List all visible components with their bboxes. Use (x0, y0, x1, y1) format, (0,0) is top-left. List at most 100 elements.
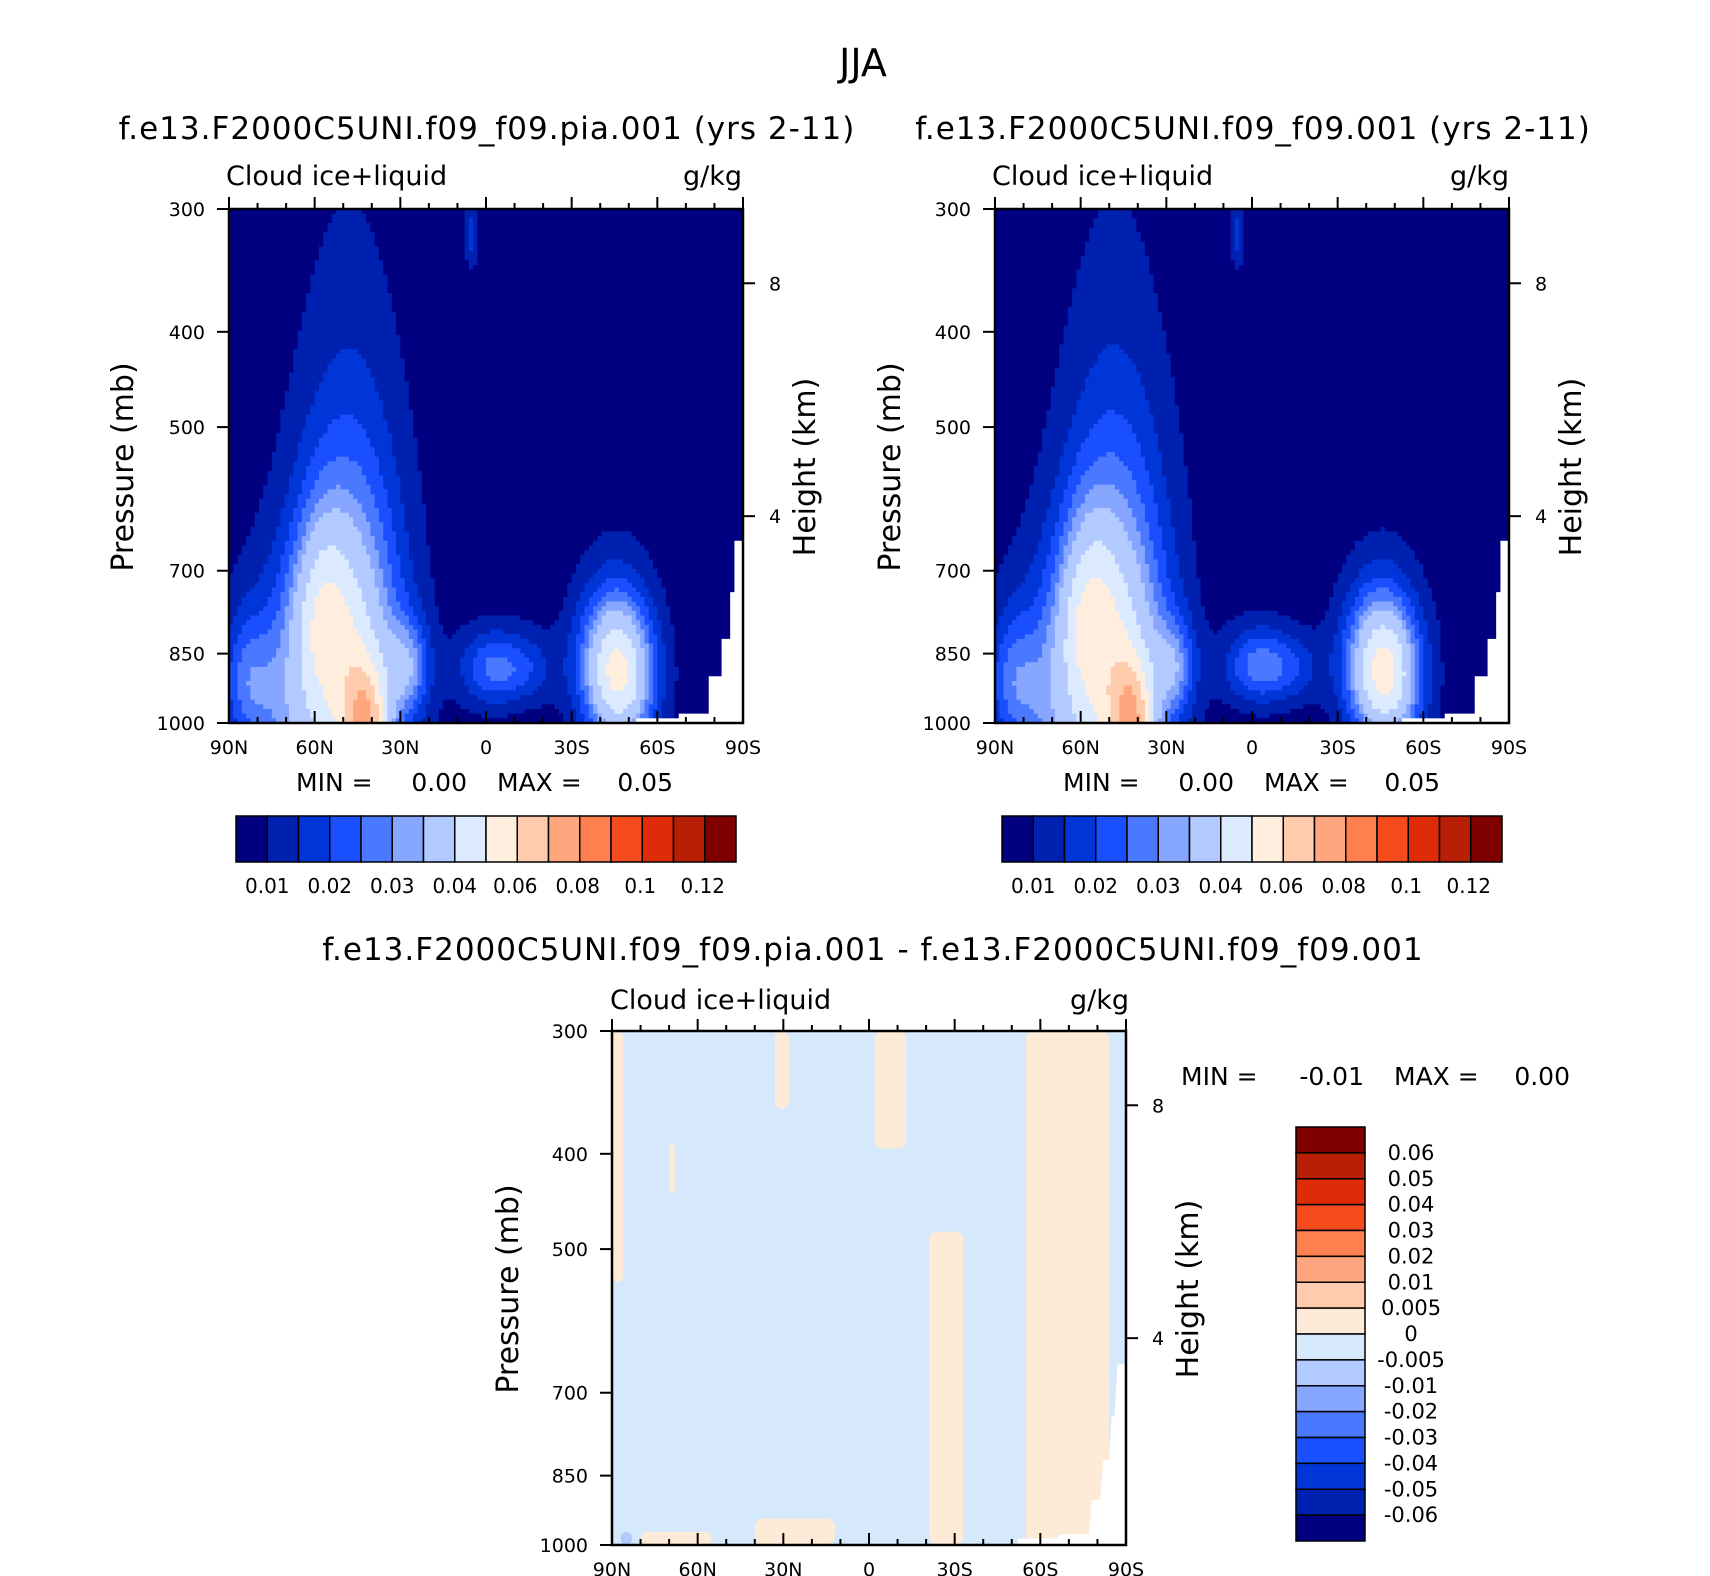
heatmap-cell (1166, 335, 1510, 341)
heatmap-cell (580, 704, 590, 710)
heatmap-cell (721, 666, 744, 673)
heatmap-cell (1157, 512, 1172, 518)
heatmap-cell (229, 526, 252, 533)
heatmap-cell (229, 279, 311, 285)
heatmap-cell (1050, 573, 1060, 579)
heatmap-cell (1363, 704, 1373, 710)
heatmap-cell (1230, 227, 1236, 233)
heatmap-cell (1179, 666, 1185, 673)
heatmap-cell (301, 559, 316, 565)
heatmap-cell (1063, 451, 1077, 458)
heatmap-cell (391, 718, 397, 724)
heatmap-cell (1170, 498, 1193, 504)
heatmap-cell (284, 694, 307, 701)
heatmap-cell (387, 559, 401, 565)
heatmap-cell (1157, 517, 1172, 523)
heatmap-cell (1050, 578, 1060, 584)
heatmap-cell (391, 512, 406, 518)
heatmap-cell (541, 624, 551, 631)
heatmap-cell (378, 643, 406, 649)
heatmap-cell (1059, 508, 1069, 514)
heatmap-cell (588, 620, 594, 626)
heatmap-cell (1187, 606, 1206, 612)
heatmap-cell (229, 606, 239, 612)
heatmap-cell (1179, 573, 1197, 579)
heatmap-cell (1311, 676, 1334, 682)
heatmap-cell (314, 610, 350, 617)
heatmap-cell (1050, 405, 1077, 411)
heatmap-cell (374, 634, 397, 640)
heatmap-cell (280, 596, 290, 603)
colorbar-label: -0.02 (1384, 1400, 1438, 1424)
heatmap-cell (229, 218, 333, 224)
heatmap-cell (661, 578, 736, 584)
heatmap-cell (306, 592, 320, 598)
heatmap-cell (1144, 718, 1150, 724)
heatmap-cell (464, 237, 470, 243)
heatmap-cell (1153, 494, 1167, 500)
heatmap-cell (1256, 699, 1270, 705)
heatmap-cell (1474, 680, 1510, 687)
heatmap-cell (1050, 676, 1069, 682)
heatmap-cell (229, 330, 299, 336)
heatmap-cell (1414, 666, 1420, 673)
heatmap-cell (301, 321, 397, 327)
heatmap-cell (1149, 568, 1159, 575)
heatmap-cell (640, 620, 646, 626)
heatmap-cell (370, 559, 380, 565)
heatmap-cell (271, 456, 299, 462)
heatmap-cell (995, 251, 1086, 257)
heatmap-cell (1397, 582, 1412, 589)
heatmap-cell (314, 526, 359, 533)
heatmap-cell (1359, 615, 1369, 621)
heatmap-cell (644, 671, 650, 677)
heatmap-cell (588, 615, 598, 621)
heatmap-cell (288, 708, 311, 715)
heatmap-cell (1132, 209, 1232, 215)
heatmap-cell (293, 592, 307, 598)
heatmap-cell (580, 680, 586, 687)
heatmap-cell (1157, 606, 1167, 612)
heatmap-cell (1153, 498, 1172, 504)
heatmap-cell (288, 489, 303, 495)
heatmap-cell (1406, 671, 1412, 677)
heatmap-cell (229, 461, 273, 467)
heatmap-cell (1046, 592, 1056, 598)
heatmap-cell (584, 699, 590, 705)
heatmap-cell (378, 391, 410, 397)
heatmap-cell (1380, 690, 1390, 696)
heatmap-cell (1123, 461, 1146, 467)
heatmap-cell (1290, 708, 1326, 715)
heatmap-cell (1414, 648, 1420, 654)
heatmap-cell (1059, 573, 1065, 579)
heatmap-cell (995, 363, 1060, 369)
heatmap-cell (229, 596, 243, 603)
heatmap-cell (730, 615, 744, 621)
heatmap-cell (1076, 657, 1142, 663)
heatmap-cell (1444, 680, 1476, 687)
heatmap-cell (1063, 494, 1073, 500)
heatmap-cell (1354, 545, 1412, 551)
heatmap-cell (1414, 690, 1420, 696)
heatmap-cell (635, 615, 646, 621)
heatmap-cell (237, 718, 252, 724)
heatmap-cell (1393, 671, 1407, 677)
heatmap-cell (1410, 657, 1416, 663)
heatmap-cell (1110, 671, 1137, 677)
heatmap-cell (1050, 391, 1082, 397)
heatmap-cell (1084, 512, 1116, 518)
heatmap-cell (383, 699, 389, 705)
heatmap-cell (229, 517, 256, 523)
heatmap-cell (323, 433, 367, 439)
heatmap-cell (477, 680, 526, 687)
heatmap-cell (344, 676, 371, 682)
heatmap-cell (477, 246, 744, 252)
heatmap-cell (284, 624, 290, 631)
heatmap-cell (1226, 671, 1236, 677)
heatmap-cell (1183, 676, 1189, 682)
heatmap-cell (1144, 395, 1176, 402)
heatmap-cell (1196, 540, 1356, 547)
heatmap-cell (229, 718, 239, 724)
heatmap-cell (670, 620, 731, 626)
heatmap-cell (434, 596, 564, 603)
